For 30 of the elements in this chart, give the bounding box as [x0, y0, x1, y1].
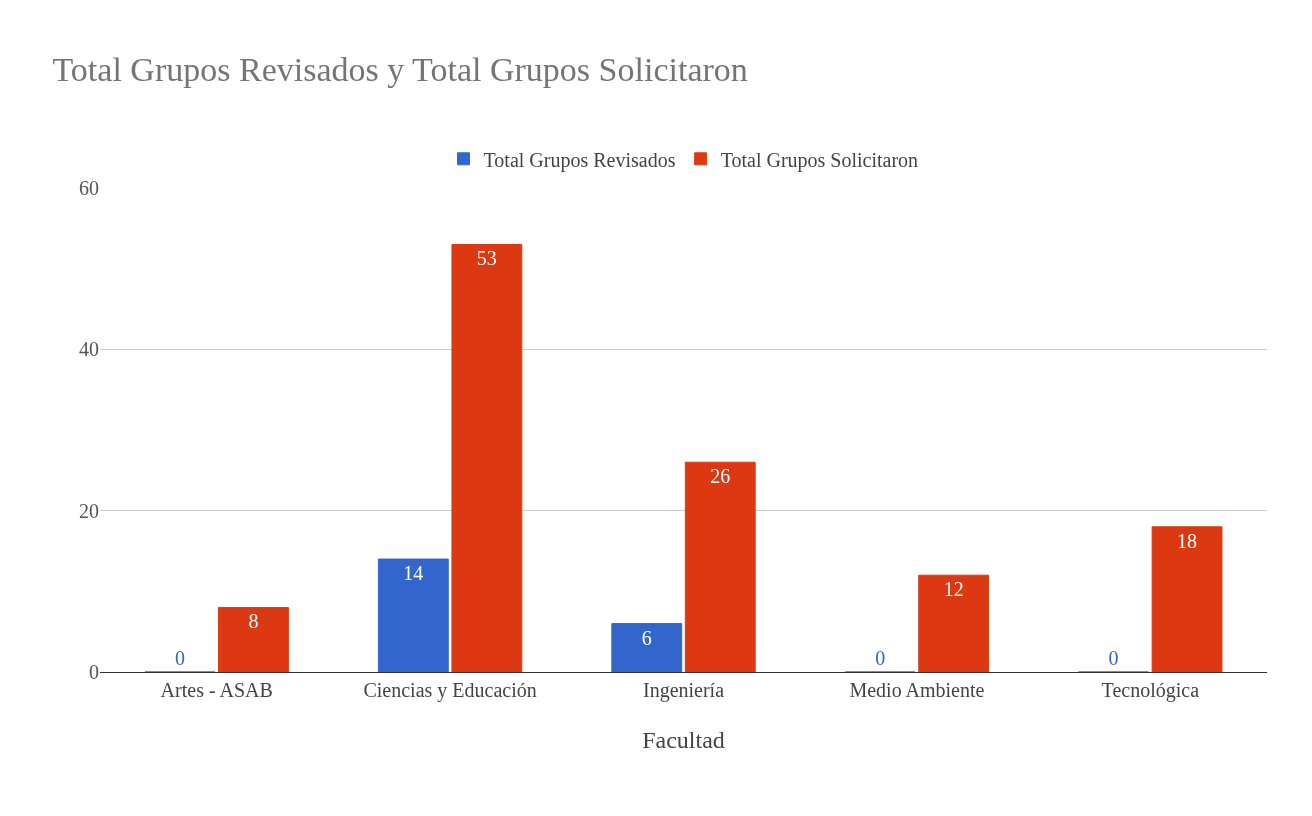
data-label: 6	[641, 626, 652, 649]
x-tick-label: Medio Ambiente	[849, 679, 985, 701]
x-tick-label: Ciencias y Educación	[363, 679, 537, 702]
y-tick-label: 60	[79, 177, 99, 199]
data-label: 8	[248, 610, 259, 633]
chart-title: Total Grupos Revisados y Total Grupos Solicitaron	[52, 50, 748, 88]
data-label: 0	[1108, 647, 1119, 669]
y-tick-label: 20	[79, 499, 99, 522]
y-tick-label: 0	[89, 661, 99, 683]
data-label: 0	[174, 647, 185, 669]
legend-label: Total Grupos Solicitaron	[720, 148, 919, 172]
bar	[377, 558, 449, 672]
legend-label: Total Grupos Revisados	[483, 148, 676, 172]
data-label: 14	[403, 562, 424, 585]
bar	[611, 623, 683, 672]
bar	[684, 461, 756, 672]
data-label: 0	[875, 647, 886, 669]
data-label: 12	[943, 578, 964, 601]
x-tick-label: Ingeniería	[642, 679, 725, 702]
y-tick-label: 40	[79, 338, 99, 361]
bar	[451, 243, 523, 672]
x-tick-label: Tecnológica	[1101, 679, 1200, 702]
x-axis-title: Facultad	[642, 727, 725, 754]
data-label: 53	[476, 247, 497, 270]
x-tick-label: Artes - ASAB	[160, 679, 273, 701]
data-label: 18	[1177, 529, 1198, 552]
data-label: 26	[710, 465, 731, 488]
bar	[218, 606, 289, 672]
bar	[1151, 526, 1223, 672]
bar	[918, 574, 990, 672]
